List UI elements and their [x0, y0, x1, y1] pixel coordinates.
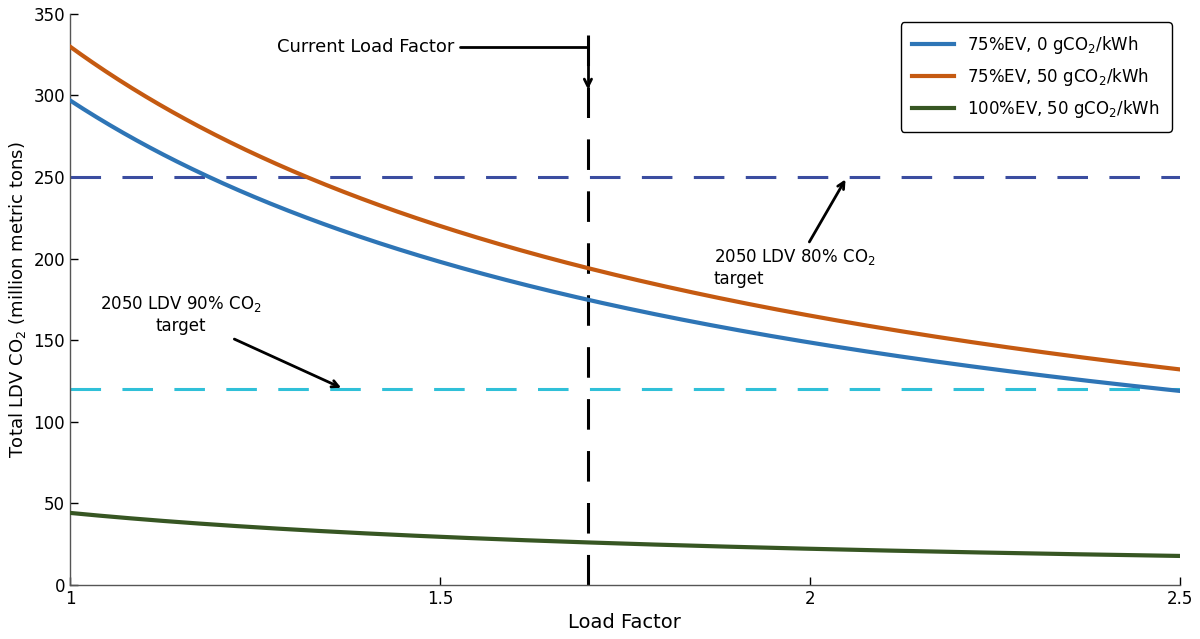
Line: 75%EV, 50 gCO$_2$/kWh: 75%EV, 50 gCO$_2$/kWh	[70, 47, 1180, 369]
75%EV, 50 gCO$_2$/kWh	[1172, 366, 1187, 373]
100%EV, 50 gCO$_2$/kWh	[1146, 551, 1160, 559]
75%EV, 0 gCO$_2$/kWh	[724, 325, 738, 333]
75%EV, 0 gCO$_2$/kWh	[590, 298, 605, 305]
75%EV, 0 gCO$_2$/kWh	[1172, 387, 1187, 395]
75%EV, 50 gCO$_2$/kWh	[724, 296, 738, 304]
100%EV, 50 gCO$_2$/kWh	[590, 539, 605, 546]
75%EV, 0 gCO$_2$/kWh	[664, 314, 678, 321]
75%EV, 50 gCO$_2$/kWh	[590, 266, 605, 274]
Y-axis label: Total LDV CO$_2$ (million metric tons): Total LDV CO$_2$ (million metric tons)	[7, 141, 28, 458]
75%EV, 0 gCO$_2$/kWh	[972, 364, 986, 371]
75%EV, 50 gCO$_2$/kWh	[664, 284, 678, 291]
75%EV, 50 gCO$_2$/kWh	[596, 268, 611, 276]
X-axis label: Load Factor: Load Factor	[569, 613, 682, 632]
Text: Current Load Factor: Current Load Factor	[277, 38, 592, 86]
100%EV, 50 gCO$_2$/kWh	[664, 541, 678, 549]
75%EV, 0 gCO$_2$/kWh	[62, 96, 77, 104]
Text: 2050 LDV 90% CO$_2$
target: 2050 LDV 90% CO$_2$ target	[100, 295, 338, 387]
100%EV, 50 gCO$_2$/kWh	[62, 509, 77, 517]
Legend: 75%EV, 0 gCO$_2$/kWh, 75%EV, 50 gCO$_2$/kWh, 100%EV, 50 gCO$_2$/kWh: 75%EV, 0 gCO$_2$/kWh, 75%EV, 50 gCO$_2$/…	[901, 22, 1171, 132]
75%EV, 50 gCO$_2$/kWh	[972, 339, 986, 347]
100%EV, 50 gCO$_2$/kWh	[724, 543, 738, 551]
75%EV, 50 gCO$_2$/kWh	[1146, 362, 1160, 370]
75%EV, 0 gCO$_2$/kWh	[596, 300, 611, 307]
75%EV, 50 gCO$_2$/kWh	[62, 43, 77, 50]
100%EV, 50 gCO$_2$/kWh	[1172, 552, 1187, 560]
Text: 2050 LDV 80% CO$_2$
target: 2050 LDV 80% CO$_2$ target	[714, 182, 875, 288]
100%EV, 50 gCO$_2$/kWh	[596, 539, 611, 547]
75%EV, 0 gCO$_2$/kWh	[1146, 384, 1160, 392]
100%EV, 50 gCO$_2$/kWh	[972, 549, 986, 557]
Line: 100%EV, 50 gCO$_2$/kWh: 100%EV, 50 gCO$_2$/kWh	[70, 513, 1180, 556]
Line: 75%EV, 0 gCO$_2$/kWh: 75%EV, 0 gCO$_2$/kWh	[70, 100, 1180, 391]
